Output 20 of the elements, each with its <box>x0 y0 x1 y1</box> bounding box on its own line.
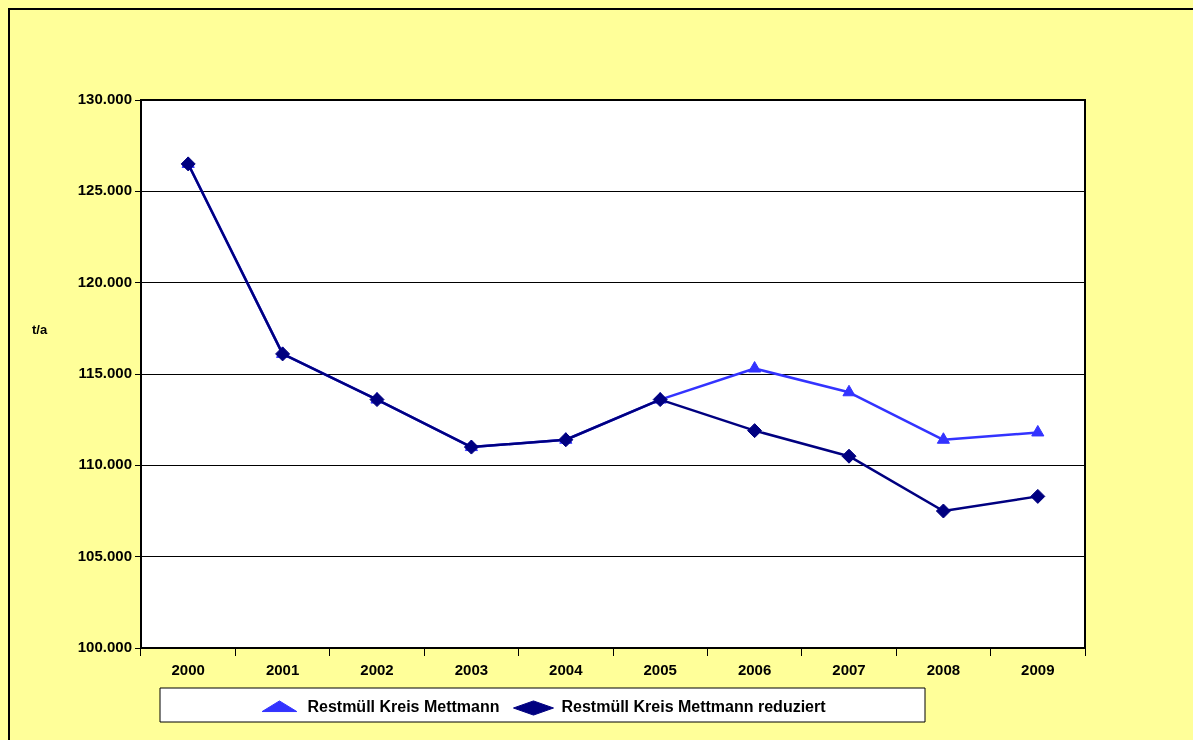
y-tick-label: 120.000 <box>77 272 132 290</box>
x-tick-label: 2008 <box>926 661 961 679</box>
x-tick-label: 2005 <box>643 661 677 679</box>
x-tick-label: 2001 <box>265 661 300 679</box>
y-tick-label: 130.000 <box>77 90 132 108</box>
y-tick-label: 110.000 <box>78 455 132 473</box>
y-tick-label: 105.000 <box>77 546 132 564</box>
legend-label: Restmüll Kreis Mettmann reduziert <box>561 698 827 716</box>
x-tick-label: 2000 <box>171 661 205 679</box>
x-tick-label: 2003 <box>454 661 489 679</box>
x-tick-label: 2006 <box>737 661 772 679</box>
legend-label: Restmüll Kreis Mettmann <box>307 698 500 716</box>
y-tick-label: 125.000 <box>77 181 132 199</box>
x-tick-label: 2002 <box>360 661 394 679</box>
x-tick-label: 2007 <box>832 661 866 679</box>
x-tick-label: 2004 <box>549 661 584 679</box>
y-axis-title: t/a <box>32 321 48 337</box>
x-tick-label: 2009 <box>1021 661 1055 679</box>
y-tick-label: 115.000 <box>78 364 132 382</box>
y-tick-label: 100.000 <box>77 638 132 656</box>
